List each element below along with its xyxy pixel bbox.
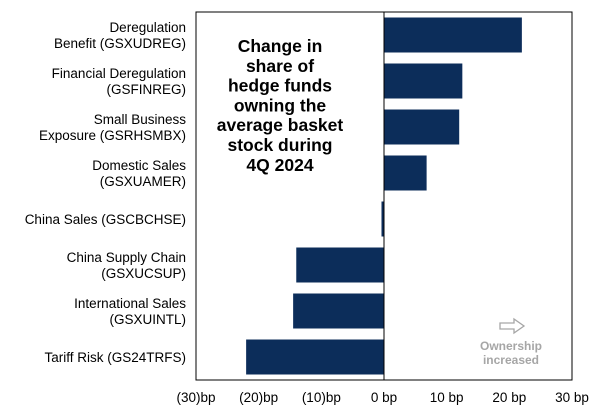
bar [296, 247, 384, 283]
category-label: China Sales (GSCBCHSE) [25, 212, 186, 227]
category-label: Deregulation Benefit (GSXUDREG) [54, 20, 186, 51]
category-label: Small Business Exposure (GSRHSMBX) [39, 112, 186, 143]
x-tick-label: (20)bp [239, 390, 278, 405]
category-label: China Supply Chain (GSXUCSUP) [67, 250, 186, 281]
category-label: Financial Deregulation (GSFINREG) [52, 66, 186, 97]
category-label: Tariff Risk (GS24TRFS) [44, 350, 186, 365]
bar [384, 109, 460, 145]
x-tick-label: (30)bp [176, 390, 215, 405]
annotation-label: Ownership increased [480, 339, 542, 367]
category-label: Domestic Sales (GSXUAMER) [92, 158, 186, 189]
bar [384, 17, 522, 53]
bar [384, 155, 427, 191]
right-arrow-icon [499, 317, 526, 335]
chart-title: Change in share of hedge funds owning the av… [217, 36, 344, 175]
x-tick-label: 0 bp [371, 390, 397, 405]
category-label: International Sales (GSXUINTL) [74, 296, 186, 327]
x-tick-label: 10 bp [430, 390, 464, 405]
bar [293, 293, 384, 329]
x-tick-label: (10)bp [302, 390, 341, 405]
x-tick-label: 20 bp [492, 390, 526, 405]
x-tick-label: 30 bp [555, 390, 589, 405]
bar [246, 339, 384, 375]
bar [381, 201, 384, 237]
bar [384, 63, 463, 99]
